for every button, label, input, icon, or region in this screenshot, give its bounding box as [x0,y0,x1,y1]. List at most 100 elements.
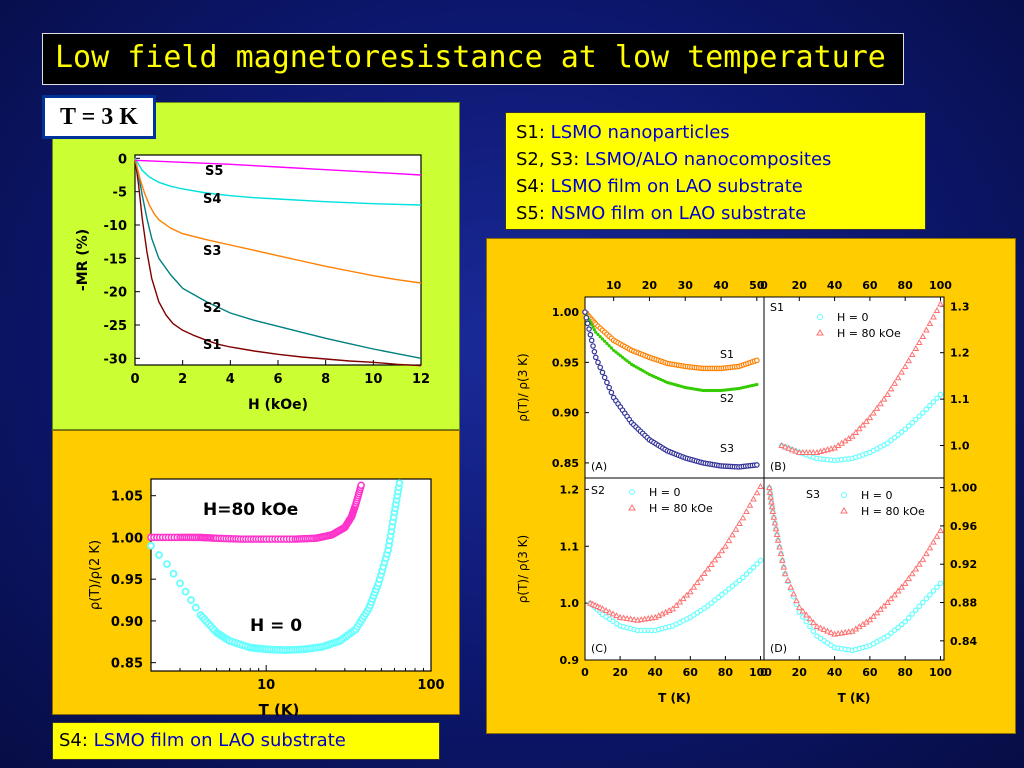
panel-d-point [824,627,831,634]
panel-c-point [747,567,753,574]
x-tick-label: 100 [417,678,444,693]
x-tick-label: 12 [412,372,430,387]
panel-d-point [771,519,779,526]
x-tick-label: 60 [862,666,878,679]
legend-marker-h0 [841,492,847,498]
panel-d-point [887,595,895,602]
annotation-h80: H=80 kOe [203,500,298,520]
data-point-h0 [191,603,200,612]
panel-c-point [623,614,631,621]
y-right-tick-label: 1.2 [950,347,970,360]
panel-b-point [778,441,785,449]
series-line-s5 [134,159,422,176]
panel-b-point [894,374,902,381]
panel-c-point [729,531,736,538]
panel-a-point [587,331,594,338]
x-tick-label: 80 [898,666,914,679]
panel-a-point [588,337,595,344]
panel-b-point [792,447,800,454]
panel-b-point [781,443,789,450]
panel-a-point [620,355,625,359]
panel-c-point [736,577,743,584]
y-tick-label: 1.1 [560,540,580,553]
data-point-h0 [181,587,190,596]
panel-a-point [754,462,760,468]
panel-d-point [813,622,821,629]
y-tick-label: 0.90 [552,407,579,420]
y-axis-label: -MR (%) [75,229,91,291]
panel-d-point [781,570,789,577]
panel-c-point [726,586,732,592]
panel-b-point [937,300,944,307]
resistivity-chart-panel: 10 100 1.05 1.00 0.95 0.90 0.85 T (K) ρ(T)/ρ(2 K… [52,430,460,719]
panel-b-point [905,357,913,364]
panel-c-point [599,605,606,612]
panel-c-point [676,598,684,605]
legend-text: LSMO nanoparticles [544,122,730,143]
panel-d-point [799,607,807,614]
legend-label-h0: H = 0 [837,311,868,324]
panel-c-point [722,542,729,549]
series-line-s4 [134,157,422,206]
panel-a-point [708,388,712,393]
panel-d-point [905,575,913,582]
x-tick-label: 4 [226,372,235,387]
panel-b-point [895,432,901,438]
panel-a-point [591,348,598,355]
panel-c-point [753,489,761,496]
panel-d-point [820,626,828,633]
y-tick-label: -25 [104,319,128,334]
panel-b-point [923,326,930,333]
panel-d-point [769,507,777,515]
x-tick-label: 20 [792,666,808,679]
y-tick-label: -20 [104,286,128,301]
s4-key: S4: [59,730,88,751]
panel-b-point [884,390,891,397]
panel-d-point [810,628,817,635]
panel-a-point [596,332,600,337]
panel-c-point [746,501,754,508]
panel-b-point [934,395,940,401]
panel-d-point [870,612,877,619]
x-tick-label: 0 [130,372,139,387]
panel-c-point [715,551,722,558]
temperature-label: T = 3 K [42,95,156,139]
data-point-h0 [169,569,178,578]
panel-d-point [934,584,940,591]
y-tick-label: 0.95 [552,356,579,369]
panel-a-point [616,352,620,356]
panel-a-point [609,346,614,350]
y-tick-label: 1.00 [552,306,579,319]
panel-c-point [690,583,698,590]
panel-c-point [697,574,705,581]
panel-a-point [591,325,595,329]
panel-c-point [630,616,638,623]
panel-b-point [884,440,891,446]
x-axis-label: H (kOe) [248,397,308,413]
y-tick-label: 0.9 [560,654,580,667]
y-tick-label: -10 [104,219,128,234]
panel-d-point [884,633,891,639]
panel-d-point [891,627,898,634]
panel-c-point [732,525,740,532]
panel-c-point [627,615,634,622]
x-tick-label: 0 [581,666,589,679]
x-tick-label: 2 [178,372,187,387]
x-axis-label: T (K) [259,701,300,716]
panel-b-point [873,404,881,411]
annotation-h0: H = 0 [250,616,302,636]
series-label-s1: S1 [203,338,221,353]
panel-a-point [584,320,591,327]
x-tick-label: 0 [760,666,768,679]
panel-d-point [795,603,803,610]
panel-d-point [777,550,785,557]
panel-d-point [920,599,926,606]
panel-a-point [625,359,629,363]
panel-d-point [909,611,916,617]
series-line-s3 [134,158,422,284]
y-right-tick-label: 0.96 [950,520,977,533]
panel-c-point [729,583,736,589]
data-point-h0 [163,560,171,569]
x-top-tick-label: 20 [642,279,658,292]
panel-a-point [614,350,618,354]
